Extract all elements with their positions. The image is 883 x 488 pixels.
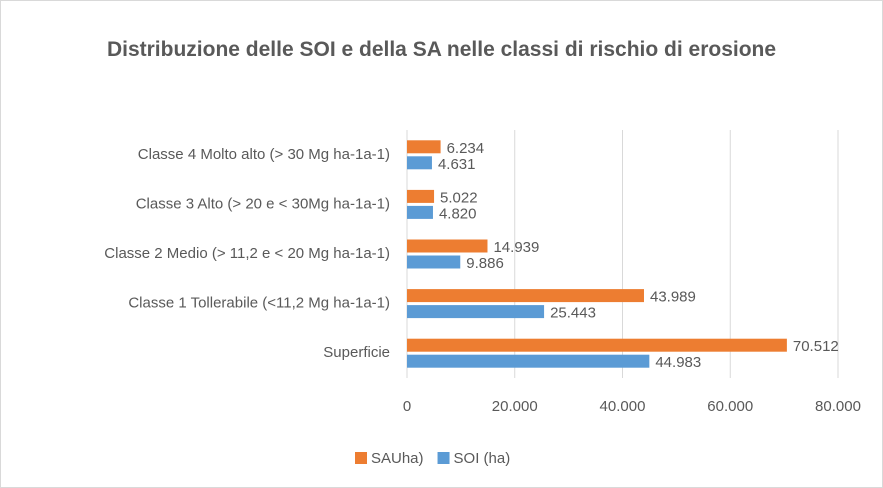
- bar: [407, 305, 545, 319]
- legend-label: SAUha): [371, 450, 424, 467]
- data-label: 6.234: [447, 140, 485, 157]
- x-tick-label: 40.000: [600, 398, 646, 415]
- legend-label: SOI (ha): [454, 450, 511, 467]
- data-label: 14.939: [493, 239, 539, 256]
- y-tick-label: Classe 2 Medio (> 11,2 e < 20 Mg ha-1a-1…: [104, 245, 390, 262]
- x-tick-label: 20.000: [492, 398, 538, 415]
- data-label: 25.443: [550, 305, 596, 322]
- bar: [407, 205, 433, 219]
- data-label: 44.983: [655, 354, 701, 371]
- bar: [407, 239, 488, 253]
- bar: [407, 255, 461, 269]
- legend-swatch: [437, 452, 450, 464]
- data-label: 4.820: [439, 205, 477, 222]
- bar: [407, 189, 435, 203]
- data-label: 70.512: [793, 338, 839, 355]
- x-tick-label: 60.000: [707, 398, 753, 415]
- bar: [407, 338, 787, 352]
- legend-swatch: [355, 452, 367, 464]
- bar: [407, 289, 644, 303]
- data-label: 43.989: [650, 289, 696, 306]
- x-tick-label: 80.000: [815, 398, 861, 415]
- y-tick-label: Classe 4 Molto alto (> 30 Mg ha-1a-1): [138, 146, 390, 163]
- bar: [407, 156, 432, 170]
- y-tick-label: Classe 3 Alto (> 20 e < 30Mg ha-1a-1): [136, 195, 390, 212]
- bar: [407, 354, 650, 368]
- x-tick-label: 0: [403, 398, 411, 415]
- data-label: 4.631: [438, 156, 476, 173]
- data-label: 9.886: [466, 255, 504, 272]
- bar: [407, 140, 441, 154]
- y-tick-label: Classe 1 Tollerabile (<11,2 Mg ha-1a-1): [128, 295, 390, 312]
- chart-title: Distribuzione delle SOI e della SA nelle…: [106, 38, 777, 61]
- y-tick-label: Superficie: [323, 344, 390, 361]
- data-label: 5.022: [440, 189, 478, 206]
